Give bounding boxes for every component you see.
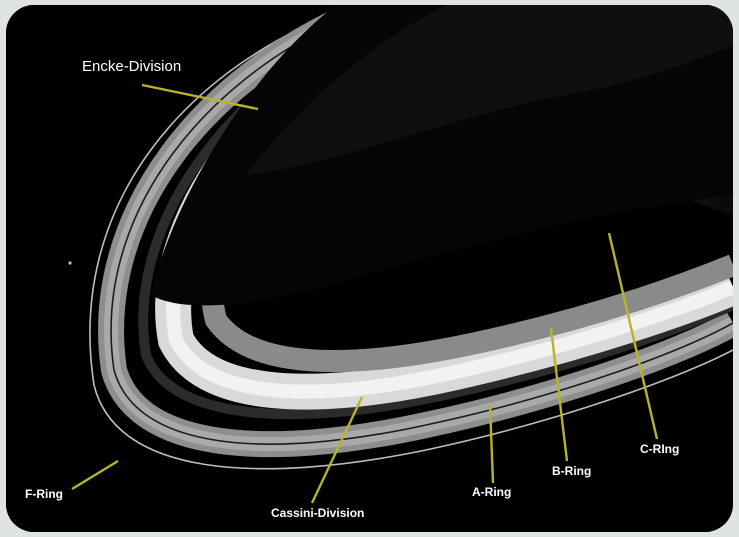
pointer-lines: [71, 83, 659, 504]
f-ring: [89, 5, 733, 470]
c-ring-pointer: [607, 232, 659, 440]
label-b-ring: B-Ring: [552, 464, 592, 478]
b-ring-pointer: [549, 327, 569, 462]
encke-pointer: [141, 83, 259, 111]
label-c-ring: C-RIng: [640, 442, 680, 456]
label-encke-division: Encke-Division: [82, 58, 182, 75]
image-frame: Encke-Division F-Ring Cassini-Division A…: [6, 5, 733, 532]
cassini-gap: [138, 5, 733, 420]
label-cassini-division: Cassini-Division: [271, 506, 365, 520]
cassini-pointer: [310, 396, 364, 504]
a-ring-pointer: [488, 404, 495, 484]
f-ring-pointer: [71, 459, 119, 491]
label-a-ring: A-Ring: [472, 485, 512, 499]
saturn-rings-image: [6, 5, 733, 532]
label-f-ring: F-Ring: [25, 487, 63, 501]
encke-gap: [110, 5, 733, 445]
star: [68, 261, 72, 265]
planet-limb: [246, 5, 733, 175]
